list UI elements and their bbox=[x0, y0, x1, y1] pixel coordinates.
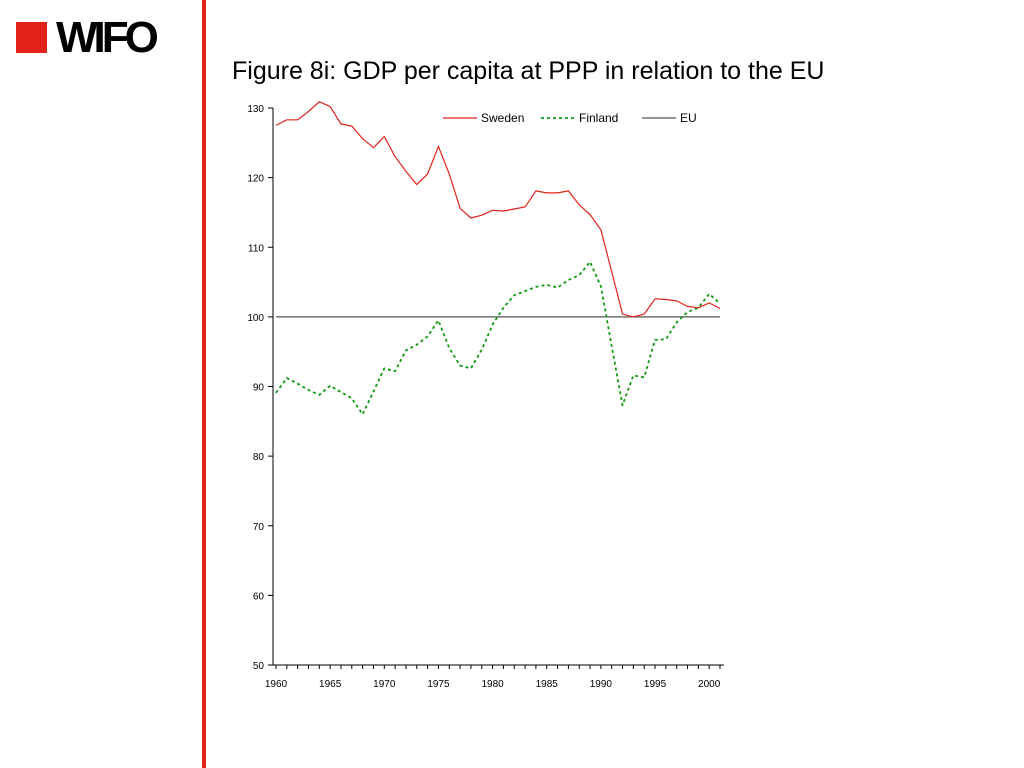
x-tick-label: 1970 bbox=[373, 679, 396, 690]
legend-label-finland: Finland bbox=[579, 111, 618, 125]
x-tick-label: 1975 bbox=[427, 679, 450, 690]
x-tick-label: 1995 bbox=[644, 679, 667, 690]
slide-title: Figure 8i: GDP per capita at PPP in rela… bbox=[232, 57, 825, 85]
y-tick-label: 60 bbox=[253, 591, 265, 602]
logo-red-square bbox=[16, 22, 47, 53]
x-tick-label: 1985 bbox=[536, 679, 559, 690]
y-tick-label: 100 bbox=[247, 313, 264, 324]
series-line-finland bbox=[275, 260, 721, 416]
x-tick-label: 1980 bbox=[481, 679, 504, 690]
x-tick-label: 1965 bbox=[319, 679, 342, 690]
red-vertical-divider bbox=[202, 0, 206, 768]
y-tick-label: 120 bbox=[247, 174, 264, 185]
y-tick-label: 130 bbox=[247, 104, 264, 115]
legend-label-sweden: Sweden bbox=[481, 111, 524, 125]
y-tick-label: 90 bbox=[253, 383, 265, 394]
logo-text: WIFO bbox=[56, 13, 159, 62]
y-tick-label: 50 bbox=[253, 661, 265, 672]
chart-axes: 50 60 70 80 90 100 110 120 130 1960 1965 1970 1975 19… bbox=[247, 104, 724, 690]
series-line-sweden bbox=[275, 101, 721, 318]
y-tick-label: 70 bbox=[253, 522, 265, 533]
x-tick-label: 2000 bbox=[698, 679, 721, 690]
y-tick-label: 110 bbox=[248, 243, 264, 254]
y-tick-label: 80 bbox=[253, 452, 265, 463]
x-tick-label: 1960 bbox=[265, 679, 288, 690]
legend-label-eu: EU bbox=[680, 111, 697, 125]
chart-series bbox=[275, 101, 721, 416]
x-tick-label: 1990 bbox=[590, 679, 613, 690]
chart-legend: Sweden Finland EU bbox=[443, 111, 697, 125]
